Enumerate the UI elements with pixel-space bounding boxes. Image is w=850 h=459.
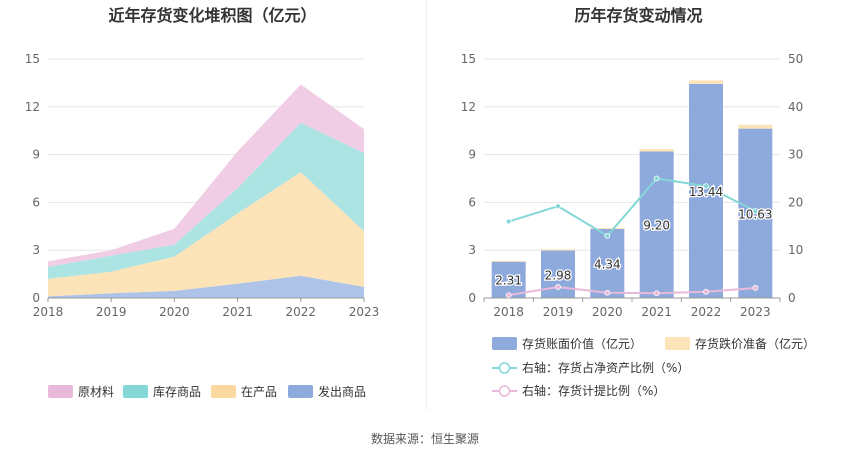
line-point bbox=[703, 288, 709, 295]
line-point bbox=[604, 232, 611, 239]
bar-value-label: 2.98 bbox=[545, 268, 572, 282]
legend-label: 原材料 bbox=[78, 385, 114, 399]
line-point bbox=[703, 183, 709, 190]
panel-divider bbox=[426, 0, 427, 410]
line-point bbox=[653, 290, 660, 297]
bar-存货跌价准备（亿元） bbox=[590, 228, 625, 230]
x-tick-label: 2021 bbox=[641, 305, 672, 319]
area-库存商品 bbox=[48, 122, 364, 279]
bar-存货跌价准备（亿元） bbox=[541, 249, 575, 251]
legend-label: 发出商品 bbox=[318, 384, 366, 399]
line-point bbox=[505, 218, 512, 225]
x-tick-label: 2022 bbox=[286, 305, 317, 319]
legend-swatch bbox=[288, 385, 313, 398]
y-tick-label: 15 bbox=[461, 52, 476, 66]
bar-存货账面价值（亿元） bbox=[541, 250, 575, 298]
y-tick-label: 0 bbox=[32, 291, 40, 305]
legend-swatch bbox=[211, 385, 236, 398]
line-point bbox=[555, 203, 561, 210]
legend-marker bbox=[498, 385, 511, 397]
legend-label: 库存商品 bbox=[153, 384, 201, 399]
line-point bbox=[752, 285, 759, 291]
x-tick-label: 2018 bbox=[33, 305, 64, 319]
line-point bbox=[653, 175, 660, 182]
right-chart-title: 历年存货变动情况 bbox=[574, 6, 703, 25]
y-tick-label: 3 bbox=[468, 243, 476, 257]
bar-存货跌价准备（亿元） bbox=[491, 260, 526, 262]
legend-swatch bbox=[48, 385, 73, 398]
legend-label: 右轴：存货占净资产比例（%） bbox=[522, 360, 689, 375]
data-source: 数据来源：恒生聚源 bbox=[370, 432, 479, 446]
x-tick-label: 2019 bbox=[96, 305, 127, 319]
y-tick-label: 9 bbox=[32, 148, 40, 162]
y-tick-label: 3 bbox=[32, 243, 40, 257]
x-tick-label: 2023 bbox=[740, 305, 771, 319]
bar-存货跌价准备（亿元） bbox=[689, 80, 723, 84]
area-在产品 bbox=[48, 172, 364, 297]
bar-value-label: 13.44 bbox=[689, 185, 723, 199]
x-tick-label: 2020 bbox=[592, 305, 623, 319]
bar-存货账面价值（亿元） bbox=[590, 228, 625, 298]
y-tick-label: 12 bbox=[25, 100, 40, 114]
legend-label: 存货账面价值（亿元） bbox=[522, 336, 642, 351]
bar-存货账面价值（亿元） bbox=[491, 261, 526, 298]
legend-swatch bbox=[123, 385, 148, 398]
area-原材料 bbox=[48, 84, 364, 267]
y-tick-label: 6 bbox=[32, 195, 40, 209]
line-point bbox=[555, 284, 561, 290]
bar-value-label: 10.63 bbox=[738, 207, 772, 221]
x-tick-label: 2022 bbox=[691, 305, 722, 319]
bar-存货跌价准备（亿元） bbox=[639, 149, 674, 152]
left-chart-title: 近年存货变化堆积图（亿元） bbox=[108, 6, 317, 25]
bar-存货跌价准备（亿元） bbox=[738, 124, 773, 129]
line-point bbox=[752, 208, 759, 214]
x-tick-label: 2019 bbox=[543, 305, 574, 319]
y2-tick-label: 0 bbox=[788, 291, 796, 305]
area-发出商品 bbox=[48, 275, 364, 298]
bar-value-label: 4.34 bbox=[594, 257, 621, 271]
y2-tick-label: 20 bbox=[788, 195, 803, 209]
y2-tick-label: 30 bbox=[788, 148, 803, 162]
y-tick-label: 6 bbox=[468, 195, 476, 209]
legend-label: 存货跌价准备（亿元） bbox=[695, 336, 815, 351]
legend-label: 在产品 bbox=[241, 385, 277, 399]
y2-tick-label: 50 bbox=[788, 52, 803, 66]
x-tick-label: 2020 bbox=[159, 305, 190, 319]
x-tick-label: 2023 bbox=[349, 305, 380, 319]
line-右轴：存货占净资产比例（%） bbox=[508, 177, 756, 238]
y2-tick-label: 40 bbox=[788, 100, 803, 114]
line-point bbox=[505, 292, 512, 299]
bar-value-label: 9.20 bbox=[643, 219, 670, 233]
y2-tick-label: 10 bbox=[788, 243, 803, 257]
legend-swatch bbox=[492, 337, 517, 350]
y-tick-label: 12 bbox=[461, 100, 476, 114]
legend-marker bbox=[498, 362, 511, 374]
y-tick-label: 0 bbox=[468, 291, 476, 305]
y-tick-label: 15 bbox=[25, 52, 40, 66]
legend-swatch bbox=[665, 337, 690, 350]
line-右轴：存货计提比例（%） bbox=[508, 285, 756, 297]
line-point bbox=[604, 289, 611, 296]
x-tick-label: 2021 bbox=[222, 305, 253, 319]
legend-label: 右轴：存货计提比例（%） bbox=[522, 383, 665, 398]
bar-value-label: 2.31 bbox=[495, 274, 522, 288]
x-tick-label: 2018 bbox=[493, 305, 524, 319]
y-tick-label: 9 bbox=[468, 148, 476, 162]
